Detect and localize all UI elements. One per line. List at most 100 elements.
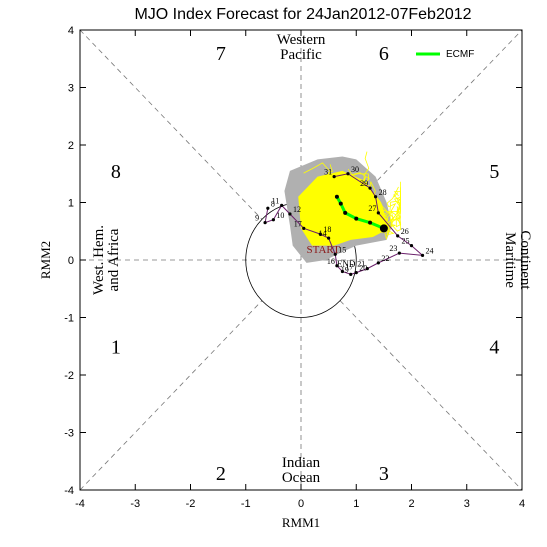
observed-day-label: 9	[255, 214, 259, 223]
observed-day-label: 11	[272, 196, 280, 205]
observed-point	[376, 211, 380, 215]
ensemble-member-line	[325, 188, 385, 229]
observed-day-label: 30	[351, 165, 359, 174]
grid-diagonal-upper-left	[79, 29, 263, 220]
observed-point	[397, 251, 401, 255]
x-tick-label: -2	[186, 498, 196, 510]
phase-number: 5	[489, 161, 499, 183]
observed-point	[368, 186, 372, 190]
observed-day-label: 31	[324, 168, 332, 177]
x-axis-label: RMM1	[282, 515, 320, 530]
ensemble-member-line	[363, 151, 390, 229]
ecmf-mean-point	[338, 201, 343, 206]
y-tick-label: 4	[68, 25, 74, 37]
observed-day-label: 17	[294, 219, 302, 228]
region-label-maritime-continent: Continent	[517, 230, 533, 290]
region-label-west-hem-africa: and Africa	[106, 228, 122, 291]
observed-point	[354, 271, 358, 275]
observed-point	[346, 172, 350, 176]
observed-point	[340, 269, 345, 274]
observed-day-label: 27	[368, 204, 376, 213]
observed-day-label: 17	[345, 263, 353, 272]
observed-point	[280, 203, 284, 207]
observed-point	[373, 195, 378, 199]
observed-day-label: 22	[381, 254, 389, 263]
phase-number: 7	[216, 43, 226, 65]
observed-day-label: 14	[319, 229, 327, 238]
region-label-west-hem-africa: West. Hem.	[91, 225, 107, 295]
region-label-western-pacific: Western	[277, 32, 326, 48]
ensemble-member-line	[383, 187, 401, 229]
start-label: START	[307, 244, 341, 256]
observed-point	[335, 264, 339, 268]
observed-day-label: 24	[426, 246, 434, 255]
observed-line	[264, 173, 425, 275]
y-tick-label: 2	[68, 140, 74, 152]
y-tick-label: 1	[68, 198, 74, 210]
phase-number: 3	[379, 463, 389, 485]
observed-day-label: 29	[360, 179, 368, 188]
observed-point	[396, 234, 400, 238]
ensemble-members	[302, 151, 401, 242]
grid-diagonal-lower-right	[339, 300, 523, 491]
observed-point	[266, 206, 270, 210]
observed-day-label: 25	[402, 237, 410, 246]
observed-day-label: 21	[357, 260, 365, 269]
observed-point	[420, 253, 425, 257]
observed-day-label: 16	[327, 257, 335, 266]
observed-point	[288, 212, 292, 216]
y-tick-label: 0	[68, 255, 74, 267]
x-tick-label: -4	[75, 498, 85, 510]
observed-point	[263, 221, 267, 225]
observed-point	[327, 236, 331, 240]
x-tick-label: 4	[519, 498, 525, 510]
ensemble-member-line	[325, 164, 384, 229]
ensemble-member-line	[383, 186, 399, 241]
observed-point	[376, 261, 380, 265]
ecmf-mean-point	[354, 216, 359, 221]
y-tick-label: -4	[64, 485, 74, 497]
grid-diagonal-lower-left	[79, 300, 263, 491]
phase-number: 6	[379, 43, 389, 65]
ecmf-mean-point	[343, 210, 348, 215]
y-tick-label: -3	[64, 428, 74, 440]
observed-day-label: 28	[379, 188, 387, 197]
ecmf-mean-point	[368, 220, 373, 225]
y-axis-label: RMM2	[38, 241, 53, 279]
phase-number: 2	[216, 463, 226, 485]
x-tick-label: -3	[130, 498, 140, 510]
x-axis-ticks: -4 -3 -2 -1 0 1 2 3 4	[75, 30, 525, 510]
region-label-maritime-continent: Maritime	[502, 232, 518, 288]
chart-title: MJO Index Forecast for 24Jan2012-07Feb20…	[134, 6, 471, 23]
observed-day-label: 19	[341, 265, 349, 274]
grid-diagonal-upper-right	[339, 29, 523, 220]
phase-number: 1	[111, 336, 121, 358]
phase-number: 4	[489, 336, 499, 358]
region-label-western-pacific: Pacific	[280, 47, 322, 63]
ensemble-member-line	[344, 174, 385, 229]
observed-point	[409, 244, 414, 248]
phase-number: 8	[111, 161, 121, 183]
observed-point	[302, 226, 306, 230]
x-tick-label: 1	[353, 498, 359, 510]
end-label: END	[337, 259, 356, 269]
observed-point	[333, 252, 337, 256]
observed-point	[365, 267, 369, 271]
observed-day-label: 8	[271, 199, 275, 208]
observed-day-label: 15	[338, 245, 346, 254]
region-label-indian-ocean: Indian	[282, 455, 321, 471]
ensemble-member-line	[349, 176, 385, 229]
observed-track: 31 30292827262524232221201917161514181712…	[255, 165, 434, 276]
observed-point	[332, 175, 336, 179]
x-tick-label: 3	[464, 498, 470, 510]
x-tick-label: -1	[241, 498, 251, 510]
observed-day-label: 12	[293, 205, 301, 214]
x-tick-label: 2	[408, 498, 414, 510]
region-label-indian-ocean: Ocean	[282, 470, 321, 486]
ecmf-mean-point	[334, 194, 339, 199]
observed-day-label: 20	[359, 264, 367, 273]
